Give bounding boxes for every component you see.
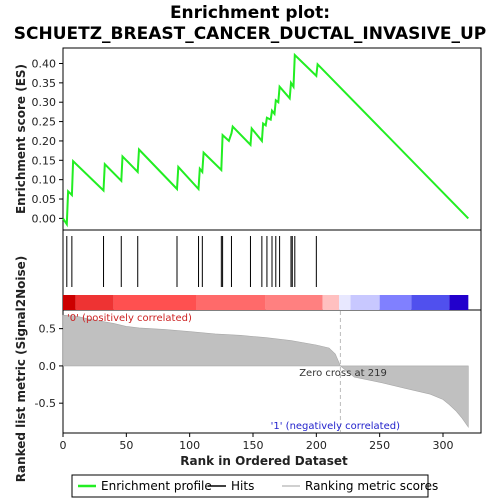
colorbar-segment [350, 295, 380, 310]
colorbar-segment [196, 295, 266, 310]
metric-area [62, 314, 469, 428]
colorbar-segment [322, 295, 340, 310]
legend-label: Ranking metric scores [305, 479, 438, 493]
es-y-tick-label: 0.10 [32, 174, 57, 187]
colorbar-segment [63, 295, 76, 310]
colorbar-segment [339, 295, 351, 310]
metric-y-axis-label: Ranked list metric (Signal2Noise) [14, 256, 28, 483]
metric-y-tick-label: 0.5 [39, 323, 57, 336]
es-y-axis: 0.00 0.05 0.10 0.15 0.20 0.25 0.30 0.35 0.40 [32, 57, 63, 225]
chart-title-line1: Enrichment plot: [170, 3, 330, 23]
es-y-tick-label: 0.30 [32, 96, 57, 109]
positive-correlation-label: '0' (positively correlated) [67, 313, 192, 324]
x-tick-label: 0 [60, 439, 67, 452]
metric-y-axis: -0.5 0.0 0.5 [35, 323, 63, 410]
es-panel-frame [62, 47, 482, 231]
chart-title-line2: SCHUETZ_BREAST_CANCER_DUCTAL_INVASIVE_UP [14, 24, 486, 44]
legend-label: Hits [231, 479, 254, 493]
x-tick-label: 300 [433, 439, 454, 452]
metric-y-tick-label: -0.5 [35, 397, 56, 410]
es-y-tick-label: 0.05 [32, 193, 57, 206]
es-y-axis-label: Enrichment score (ES) [14, 64, 28, 214]
es-y-tick-label: 0.35 [32, 77, 57, 90]
es-profile-line [62, 52, 470, 228]
legend: Enrichment profile Hits Ranking metric sco… [78, 479, 438, 493]
hits-marks [66, 236, 317, 287]
colorbar-segment [75, 295, 114, 310]
x-tick-label: 200 [306, 439, 327, 452]
es-y-tick-label: 0.15 [32, 154, 57, 167]
negative-correlation-label: '1' (negatively correlated) [271, 421, 400, 432]
colorbar-segment [379, 295, 412, 310]
es-y-tick-label: 0.00 [32, 212, 57, 225]
x-axis-label: Rank in Ordered Dataset [180, 454, 348, 468]
legend-box [71, 474, 429, 498]
x-tick-label: 250 [369, 439, 390, 452]
x-axis: 0 50 100 150 200 250 300 [60, 433, 454, 452]
es-y-tick-label: 0.25 [32, 116, 57, 129]
zero-cross-label: Zero cross at 219 [299, 368, 387, 379]
colorbar-segment [449, 295, 469, 310]
es-profile [62, 52, 470, 228]
es-y-tick-label: 0.40 [32, 57, 57, 70]
metric-scores [62, 311, 469, 432]
metric-y-tick-label: 0.0 [39, 360, 57, 373]
colorbar-segment [411, 295, 450, 310]
es-y-tick-label: 0.20 [32, 135, 57, 148]
x-tick-label: 100 [179, 439, 200, 452]
colorbar-segment [265, 295, 323, 310]
legend-label: Enrichment profile [101, 479, 212, 493]
x-tick-label: 50 [119, 439, 133, 452]
rank-colorbar [63, 295, 469, 310]
x-tick-label: 150 [243, 439, 264, 452]
colorbar-segment [113, 295, 196, 310]
